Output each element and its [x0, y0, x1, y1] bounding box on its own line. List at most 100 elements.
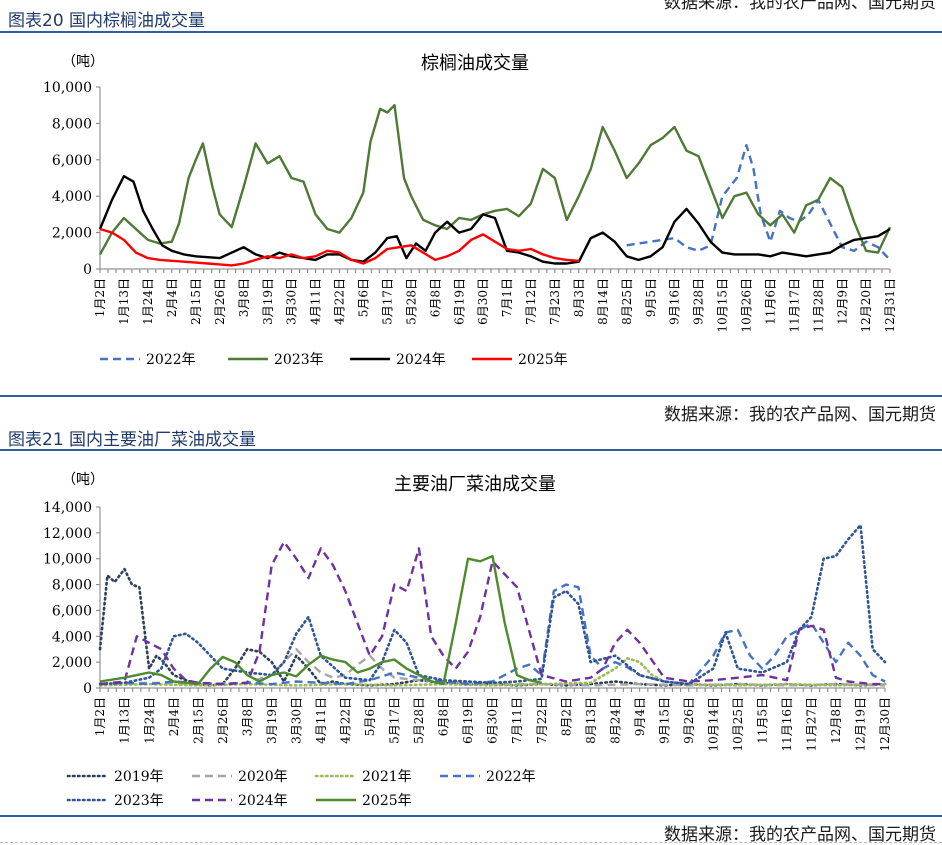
source-text-20: 数据来源：我的农产品网、国元期货 — [664, 405, 936, 425]
y-tick-label: 2,000 — [52, 655, 92, 671]
x-tick-label: 1月2日 — [93, 697, 107, 736]
source-text-21: 数据来源：我的农产品网、国元期货 — [664, 825, 936, 845]
x-tick-label: 1月24日 — [142, 697, 156, 744]
x-tick-label: 11月27日 — [805, 697, 819, 752]
x-tick-label: 1月13日 — [118, 697, 132, 744]
figure-20-bottom-rule — [0, 395, 942, 397]
x-tick-label: 6月30日 — [486, 697, 500, 744]
series-line-2022 — [626, 143, 891, 261]
x-tick-label: 9月4日 — [633, 697, 647, 736]
x-tick-label: 3月19日 — [265, 697, 279, 744]
x-tick-label: 1月2日 — [93, 278, 107, 317]
rapeseed-oil-chart-panel: 主要油厂菜油成交量 （吨） 0 2,000 4,000 6,000 8,000 10,000 1… — [0, 452, 942, 814]
y-tick-label: 12,000 — [43, 526, 92, 542]
x-tick-label: 8月25日 — [620, 278, 634, 325]
series-line-2025 — [99, 227, 579, 267]
x-tick-label: 11月5日 — [756, 697, 770, 744]
x-tick-label: 7月1日 — [500, 278, 514, 317]
x-tick-label: 8月3日 — [572, 278, 586, 317]
y-unit-label: （吨） — [62, 472, 104, 488]
x-tick-label: 3月30日 — [285, 278, 299, 325]
x-tick-label: 7月12日 — [524, 278, 538, 325]
x-tick-label: 2月4日 — [165, 278, 179, 317]
x-tick-label: 9月15日 — [657, 697, 671, 744]
x-tick-label: 7月11日 — [510, 697, 524, 744]
series-line-2020 — [99, 647, 886, 687]
x-tick-label: 6月19日 — [461, 697, 475, 744]
y-tick-label: 6,000 — [52, 603, 92, 619]
x-tick-label: 3月19日 — [261, 278, 275, 325]
x-tick-label: 4月22日 — [339, 697, 353, 744]
palm-oil-chart: 棕榈油成交量 （吨） 0 2,000 4,000 6,000 8,000 10,000 1月2日… — [43, 53, 897, 368]
y-tick-label: 2,000 — [52, 226, 92, 242]
x-tick-label: 10月15日 — [716, 278, 730, 333]
x-tick-label: 12月30日 — [878, 697, 892, 752]
legend-label: 2022年 — [486, 769, 536, 785]
rapeseed-oil-chart: 主要油厂菜油成交量 （吨） 0 2,000 4,000 6,000 8,000 10,000 1… — [43, 472, 892, 809]
x-tick-label: 5月6日 — [363, 697, 377, 736]
y-tick-label: 0 — [83, 262, 92, 278]
x-tick-label: 3月8日 — [237, 278, 251, 317]
figure-20-rule — [0, 31, 942, 33]
series-line-2024 — [98, 174, 891, 265]
legend-label: 2023年 — [114, 793, 164, 809]
x-tick-label: 5月28日 — [404, 278, 418, 325]
figure-21-title: 图表21 国内主要油厂菜油成交量 — [8, 430, 257, 450]
series-line-2019 — [98, 567, 887, 687]
x-tick-label: 8月24日 — [608, 697, 622, 744]
y-unit-label: （吨） — [62, 54, 104, 70]
series-line-2025 — [99, 554, 542, 686]
x-tick-label: 12月20日 — [859, 278, 873, 333]
y-tick-label: 10,000 — [43, 80, 92, 96]
palm-oil-chart-panel: 棕榈油成交量 （吨） 0 2,000 4,000 6,000 8,000 10,000 1月2日… — [0, 34, 942, 390]
x-tick-label: 11月28日 — [811, 278, 825, 333]
x-tick-label: 3月30日 — [289, 697, 303, 744]
x-tick-label: 10月26日 — [740, 278, 754, 333]
x-tick-label: 9月5日 — [644, 278, 658, 317]
x-tick-label: 2月26日 — [216, 697, 230, 744]
y-tick-label: 10,000 — [43, 552, 92, 568]
x-tick-label: 6月8日 — [428, 278, 442, 317]
x-tick-label: 5月28日 — [412, 697, 426, 744]
x-tick-label: 1月13日 — [117, 278, 131, 325]
y-tick-label: 8,000 — [52, 578, 92, 594]
legend-label: 2025年 — [518, 352, 568, 368]
x-tick-label: 8月14日 — [596, 278, 610, 325]
x-tick-label: 6月8日 — [437, 697, 451, 736]
legend-label: 2025年 — [362, 793, 412, 809]
figure-21-rule — [0, 449, 942, 451]
legend-label: 2024年 — [238, 793, 288, 809]
x-tick-label: 9月28日 — [692, 278, 706, 325]
x-tick-label: 2月26日 — [213, 278, 227, 325]
series-line-2022 — [99, 583, 886, 686]
x-tick-label: 11月17日 — [787, 278, 801, 333]
x-tick-label: 9月26日 — [682, 697, 696, 744]
x-tick-label: 3月8日 — [240, 697, 254, 736]
y-tick-label: 6,000 — [52, 153, 92, 169]
x-tick-label: 10月14日 — [706, 697, 720, 752]
x-tick-label: 12月19日 — [854, 697, 868, 752]
legend-label: 2021年 — [362, 769, 412, 785]
x-tick-label: 4月11日 — [309, 278, 323, 325]
chart-title: 棕榈油成交量 — [421, 53, 529, 74]
x-tick-label: 7月23日 — [548, 278, 562, 325]
x-tick-label: 7月22日 — [535, 697, 549, 744]
x-tick-label: 2月15日 — [189, 278, 203, 325]
x-tick-label: 2月4日 — [167, 697, 181, 736]
x-tick-label: 12月31日 — [883, 278, 897, 333]
x-tick-label: 10月25日 — [731, 697, 745, 752]
x-tick-label: 5月17日 — [380, 278, 394, 325]
x-tick-label: 4月11日 — [314, 697, 328, 744]
x-tick-label: 11月16日 — [780, 697, 794, 752]
x-tick-label: 6月19日 — [452, 278, 466, 325]
x-tick-label: 4月22日 — [333, 278, 347, 325]
chart-title: 主要油厂菜油成交量 — [394, 474, 556, 495]
x-tick-label: 12月9日 — [835, 278, 849, 325]
x-tick-label: 5月17日 — [388, 697, 402, 744]
legend-label: 2024年 — [396, 352, 446, 368]
x-tick-label: 2月15日 — [191, 697, 205, 744]
figure-21-bottom-rule — [0, 815, 942, 817]
y-tick-label: 4,000 — [52, 629, 92, 645]
series-line-2023 — [98, 523, 887, 686]
x-tick-label: 11月6日 — [764, 278, 778, 325]
